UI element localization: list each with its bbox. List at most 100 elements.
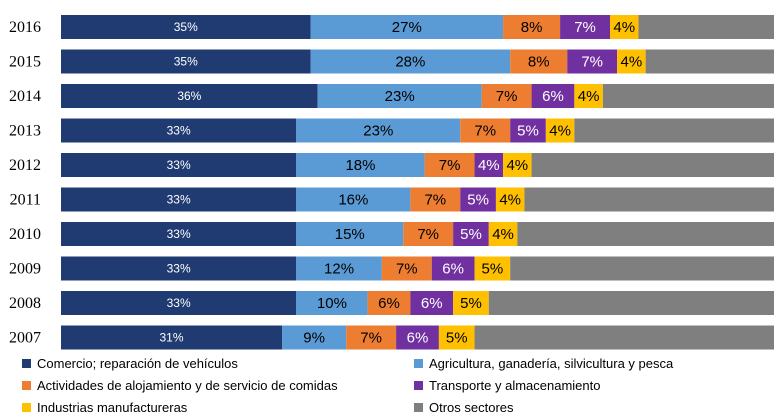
legend-item: Actividades de alojamiento y de servicio…: [22, 378, 338, 393]
bar-data-label: 8%: [521, 19, 543, 36]
year-label: 2010: [9, 226, 41, 243]
bar-segment: [460, 118, 511, 143]
bar-segment: [396, 325, 439, 350]
legend-item: Agricultura, ganadería, silvicultura y p…: [414, 356, 673, 371]
bar-data-label: 4%: [499, 192, 521, 209]
legend-item: Transporte y almacenamiento: [414, 378, 601, 393]
bar-data-label: 7%: [417, 226, 439, 243]
bar-segment: [61, 153, 297, 177]
bar-segment: [61, 222, 297, 246]
bar-data-label: 4%: [478, 157, 500, 174]
bar-segment: [410, 291, 454, 315]
bar-segment: [381, 256, 432, 281]
bar-data-label: 8%: [528, 54, 550, 71]
year-label: 2011: [10, 192, 41, 209]
year-label: 2009: [9, 261, 41, 278]
legend-swatch: [22, 359, 31, 368]
legend-swatch: [22, 381, 31, 390]
bar-segment: [610, 15, 639, 39]
bar-segment: [310, 49, 511, 74]
bar-segment: [296, 118, 461, 143]
bar-data-label: 7%: [439, 157, 461, 174]
bar-segment: [474, 153, 504, 177]
bar-data-label: 33%: [167, 296, 191, 310]
year-label: 2013: [9, 123, 41, 140]
year-label: 2012: [9, 157, 41, 174]
legend-label: Agricultura, ganadería, silvicultura y p…: [429, 356, 674, 371]
bar-data-label: 33%: [167, 193, 191, 207]
bar-segment: [453, 291, 489, 315]
bar-data-label: 4%: [578, 88, 600, 105]
bar-segment: [296, 153, 425, 177]
bar-segment: [488, 222, 518, 246]
bar-data-label: 23%: [363, 123, 393, 140]
bar-segment: [296, 256, 382, 281]
legend-label: Industrias manufactureras: [37, 400, 188, 415]
bars-group: 35% 27% 8% 7% 4%35% 28% 8% 7% 4%36% 23% 7% 6% 4%33% 2…: [61, 15, 774, 350]
bar-data-label: 4%: [492, 226, 514, 243]
bar-segment: [545, 118, 575, 143]
legend-label: Actividades de alojamiento y de servicio…: [37, 378, 338, 393]
bar-segment: [282, 325, 347, 350]
bar-segment: [510, 256, 774, 281]
bar-data-label: 35%: [174, 20, 198, 34]
bar-segment: [488, 291, 774, 315]
bar-segment: [481, 84, 532, 108]
legend: Comercio; reparación de vehículos Agricul…: [0, 350, 779, 418]
bar-segment: [61, 49, 311, 74]
bar-data-label: 9%: [303, 330, 325, 347]
bar-data-label: 4%: [549, 123, 571, 140]
bar-data-label: 5%: [467, 192, 489, 209]
bar-segment: [474, 256, 511, 281]
bar-data-label: 28%: [395, 54, 425, 71]
bar-segment: [296, 187, 411, 212]
bar-segment: [495, 187, 525, 212]
bar-segment: [61, 15, 311, 39]
bar-segment: [296, 222, 404, 246]
bar-segment: [453, 222, 489, 246]
bar-data-label: 7%: [574, 19, 596, 36]
legend-item: Comercio; reparación de vehículos: [22, 356, 238, 371]
bar-data-label: 6%: [542, 88, 564, 105]
bar-data-label: 4%: [621, 54, 643, 71]
bar-segment: [474, 325, 774, 350]
bar-segment: [310, 15, 504, 39]
bar-segment: [317, 84, 482, 108]
bar-segment: [61, 118, 297, 143]
bar-data-label: 31%: [159, 331, 183, 345]
bar-data-label: 7%: [581, 54, 603, 71]
bar-segment: [602, 84, 774, 108]
bar-segment: [503, 15, 561, 39]
bar-data-label: 36%: [177, 89, 201, 103]
year-label: 2015: [9, 54, 41, 71]
bar-data-label: 27%: [392, 19, 422, 36]
bar-data-label: 35%: [174, 55, 198, 69]
bar-data-label: 33%: [167, 262, 191, 276]
year-label: 2008: [9, 295, 41, 312]
bar-data-label: 6%: [378, 295, 400, 312]
bar-data-label: 23%: [385, 88, 415, 105]
bar-segment: [574, 84, 603, 108]
bar-segment: [61, 84, 318, 108]
year-labels-group: 2016 2015 2014 2013 2012 2011 2010 2009 2008 2007: [9, 19, 41, 347]
bar-segment: [431, 256, 475, 281]
bar-data-label: 7%: [396, 261, 418, 278]
legend-swatch: [414, 403, 423, 412]
bar-segment: [510, 49, 568, 74]
bar-data-label: 5%: [482, 261, 504, 278]
bar-data-label: 5%: [460, 226, 482, 243]
bar-data-label: 6%: [421, 295, 443, 312]
bar-segment: [410, 187, 461, 212]
bar-data-label: 4%: [506, 157, 528, 174]
bar-data-label: 5%: [517, 123, 539, 140]
legend-label: Otros sectores: [429, 400, 514, 415]
year-label: 2016: [9, 19, 41, 36]
bar-data-label: 10%: [317, 295, 347, 312]
year-label: 2007: [9, 330, 41, 347]
legend-label: Transporte y almacenamiento: [429, 378, 601, 393]
bar-segment: [638, 15, 774, 39]
bar-segment: [61, 291, 297, 315]
bar-data-label: 33%: [167, 158, 191, 172]
bar-segment: [617, 49, 646, 74]
bar-segment: [517, 222, 774, 246]
